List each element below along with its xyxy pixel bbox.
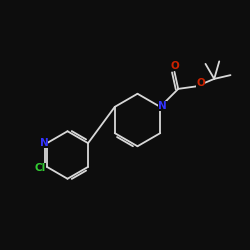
Text: Cl: Cl — [34, 163, 46, 173]
Text: N: N — [40, 138, 48, 148]
Text: N: N — [158, 100, 166, 110]
Text: O: O — [196, 78, 205, 88]
Text: O: O — [170, 62, 179, 72]
